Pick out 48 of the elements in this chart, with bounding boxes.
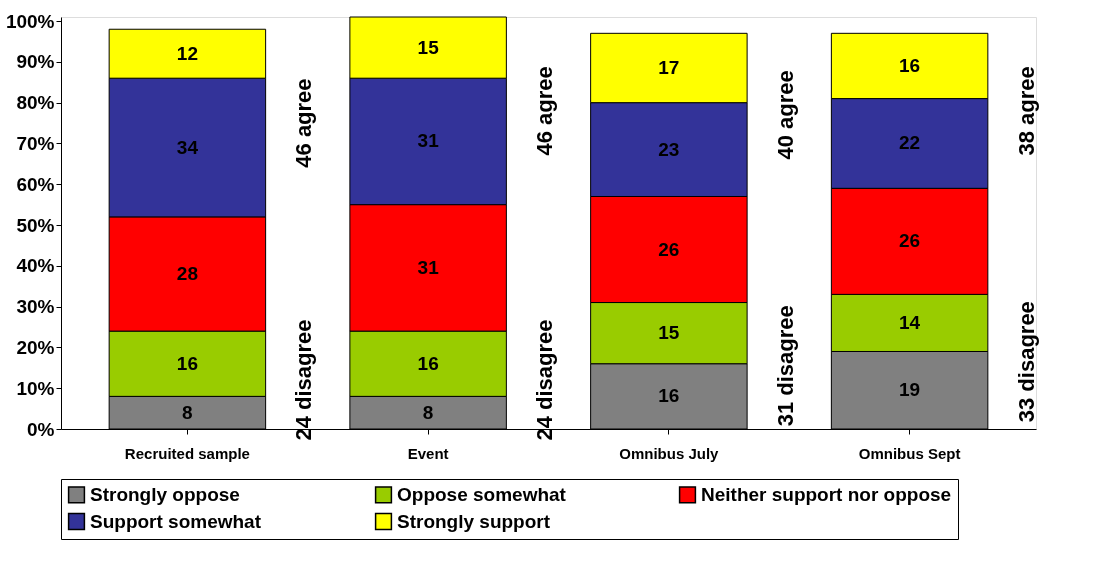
data-label: 16: [658, 385, 680, 407]
data-label: 22: [899, 132, 921, 154]
y-tick-label: 90%: [16, 51, 55, 73]
annotation: 40 agree: [772, 70, 798, 160]
data-label: 8: [182, 401, 193, 423]
y-tick-label: 30%: [16, 296, 55, 318]
data-label: 28: [176, 262, 198, 284]
y-tick-label: 80%: [16, 92, 55, 114]
data-label: 8: [422, 401, 434, 423]
x-tick-label: Event: [407, 444, 449, 462]
y-tick-label: 50%: [16, 214, 55, 236]
annotation: 33 disagree: [1013, 301, 1039, 423]
y-tick-label: 0%: [27, 418, 55, 440]
data-label: 15: [417, 36, 440, 58]
data-label: 23: [658, 138, 680, 160]
annotation: 46 agree: [291, 78, 317, 168]
legend-label: Support somewhat: [90, 510, 262, 532]
data-label: 31: [417, 256, 440, 278]
y-tick-label: 40%: [16, 255, 55, 277]
data-label: 16: [417, 352, 439, 374]
y-tick-label: 70%: [16, 132, 55, 154]
legend-label: Strongly support: [397, 510, 551, 532]
annotation: 24 disagree: [291, 319, 317, 441]
x-tick-label: Omnibus Sept: [858, 444, 961, 462]
annotation: 38 agree: [1013, 66, 1039, 156]
data-label: 19: [899, 379, 921, 401]
annotation: 46 agree: [532, 66, 558, 156]
data-label: 34: [176, 136, 199, 158]
x-tick-label: Omnibus July: [619, 444, 720, 462]
legend-label: Oppose somewhat: [397, 483, 567, 505]
data-label: 31: [417, 130, 440, 152]
data-label: 16: [176, 352, 198, 374]
data-label: 14: [899, 311, 921, 333]
data-label: 17: [658, 56, 680, 78]
data-label: 12: [176, 42, 198, 64]
annotation: 31 disagree: [772, 305, 798, 427]
y-tick-label: 60%: [16, 173, 55, 195]
data-label: 16: [899, 54, 921, 76]
y-tick-label: 20%: [16, 336, 55, 358]
x-tick-label: Recruited sample: [124, 444, 250, 462]
legend-label: Neither support nor oppose: [701, 483, 952, 505]
data-label: 26: [899, 230, 921, 252]
y-tick-label: 100%: [5, 10, 55, 32]
annotation: 24 disagree: [532, 319, 558, 441]
data-label: 15: [658, 322, 680, 344]
y-tick-label: 10%: [16, 377, 55, 399]
data-label: 26: [658, 238, 680, 260]
legend-label: Strongly oppose: [90, 483, 240, 505]
